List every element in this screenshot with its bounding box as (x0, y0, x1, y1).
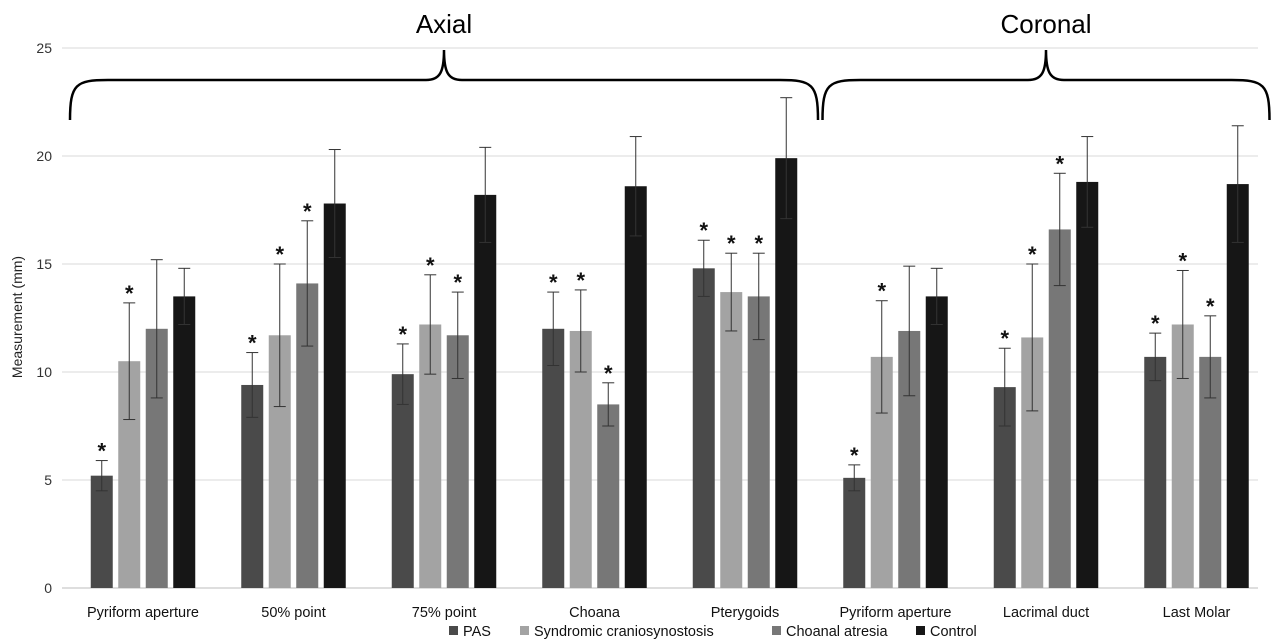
significance-star: * (1206, 294, 1215, 319)
bar (1048, 229, 1071, 588)
bar (90, 475, 113, 588)
bar (569, 330, 592, 588)
category-label: Lacrimal duct (1003, 605, 1089, 621)
significance-star: * (850, 443, 859, 468)
y-axis-ticks: 0 5 10 15 20 25 (36, 40, 52, 596)
bar (747, 296, 770, 588)
category-label: 50% point (261, 605, 326, 621)
significance-star: * (1000, 326, 1009, 351)
legend-entry: PAS (463, 624, 491, 640)
bar (870, 356, 893, 588)
category-label: Last Molar (1163, 605, 1231, 621)
bar (597, 404, 620, 588)
y-tick-label: 15 (36, 256, 52, 272)
category-label: Pyriform aperture (839, 605, 951, 621)
bar (692, 268, 715, 588)
bar (542, 328, 565, 588)
bar (720, 292, 743, 588)
category-label: Pyriform aperture (87, 605, 199, 621)
legend-entry: Control (930, 624, 977, 640)
legend-entry: Choanal atresia (786, 624, 888, 640)
legend-entry: Syndromic craniosynostosis (534, 624, 714, 640)
y-tick-label: 5 (44, 472, 52, 488)
bar (391, 374, 414, 588)
bar (173, 296, 196, 588)
significance-star: * (1028, 242, 1037, 267)
category-label: Choana (569, 605, 621, 621)
legend-swatch (772, 626, 781, 635)
bar (925, 296, 948, 588)
bar (1171, 324, 1194, 588)
bar (296, 283, 319, 588)
error-bars (95, 97, 1244, 492)
bar (1021, 337, 1044, 588)
significance-star: * (877, 279, 886, 304)
significance-star: * (699, 218, 708, 243)
category-label: 75% point (412, 605, 477, 621)
group-label: Coronal (1000, 9, 1091, 39)
significance-star: * (426, 253, 435, 278)
bar (1144, 356, 1167, 588)
significance-star: * (125, 281, 134, 306)
bar (775, 158, 798, 588)
bar (898, 330, 921, 588)
bar (145, 328, 168, 588)
bar (1226, 184, 1249, 588)
group-label: Axial (416, 9, 472, 39)
y-axis-label: Measurement (mm) (9, 256, 25, 378)
significance-star: * (1055, 151, 1064, 176)
significance-star: * (303, 199, 312, 224)
legend-swatch (449, 626, 458, 635)
bar (419, 324, 442, 588)
bar (1076, 181, 1099, 589)
bar (624, 186, 647, 589)
bars (90, 158, 1249, 589)
category-label: Pterygoids (711, 605, 780, 621)
bar (843, 477, 866, 588)
y-tick-label: 20 (36, 148, 52, 164)
bar (118, 361, 141, 588)
bar (323, 203, 346, 588)
bar (446, 335, 469, 588)
significance-markers: * * * * * * * * * * * * * * * * * * * * * * (97, 151, 1215, 468)
y-tick-label: 0 (44, 580, 52, 596)
significance-star: * (754, 231, 763, 256)
y-tick-label: 10 (36, 364, 52, 380)
significance-star: * (1151, 311, 1160, 336)
group-bracket (821, 49, 1271, 121)
x-axis-categories: Pyriform aperture 50% point 75% point Choan… (87, 605, 1231, 621)
significance-star: * (1178, 248, 1187, 273)
significance-star: * (549, 270, 558, 295)
group-brackets: Axial Coronal (68, 9, 1271, 121)
bar (241, 384, 264, 588)
significance-star: * (97, 439, 106, 464)
bar (474, 194, 497, 588)
significance-star: * (604, 361, 613, 386)
legend-swatch (520, 626, 529, 635)
bar (268, 335, 291, 588)
significance-star: * (576, 268, 585, 293)
legend-swatch (916, 626, 925, 635)
significance-star: * (248, 331, 257, 356)
bar (993, 387, 1016, 588)
y-tick-label: 25 (36, 40, 52, 56)
significance-star: * (727, 231, 736, 256)
legend: PAS Syndromic craniosynostosis Choanal atr… (449, 624, 977, 640)
significance-star: * (453, 270, 462, 295)
group-bracket (68, 49, 820, 121)
bar (1199, 356, 1222, 588)
significance-star: * (398, 322, 407, 347)
significance-star: * (275, 242, 284, 267)
